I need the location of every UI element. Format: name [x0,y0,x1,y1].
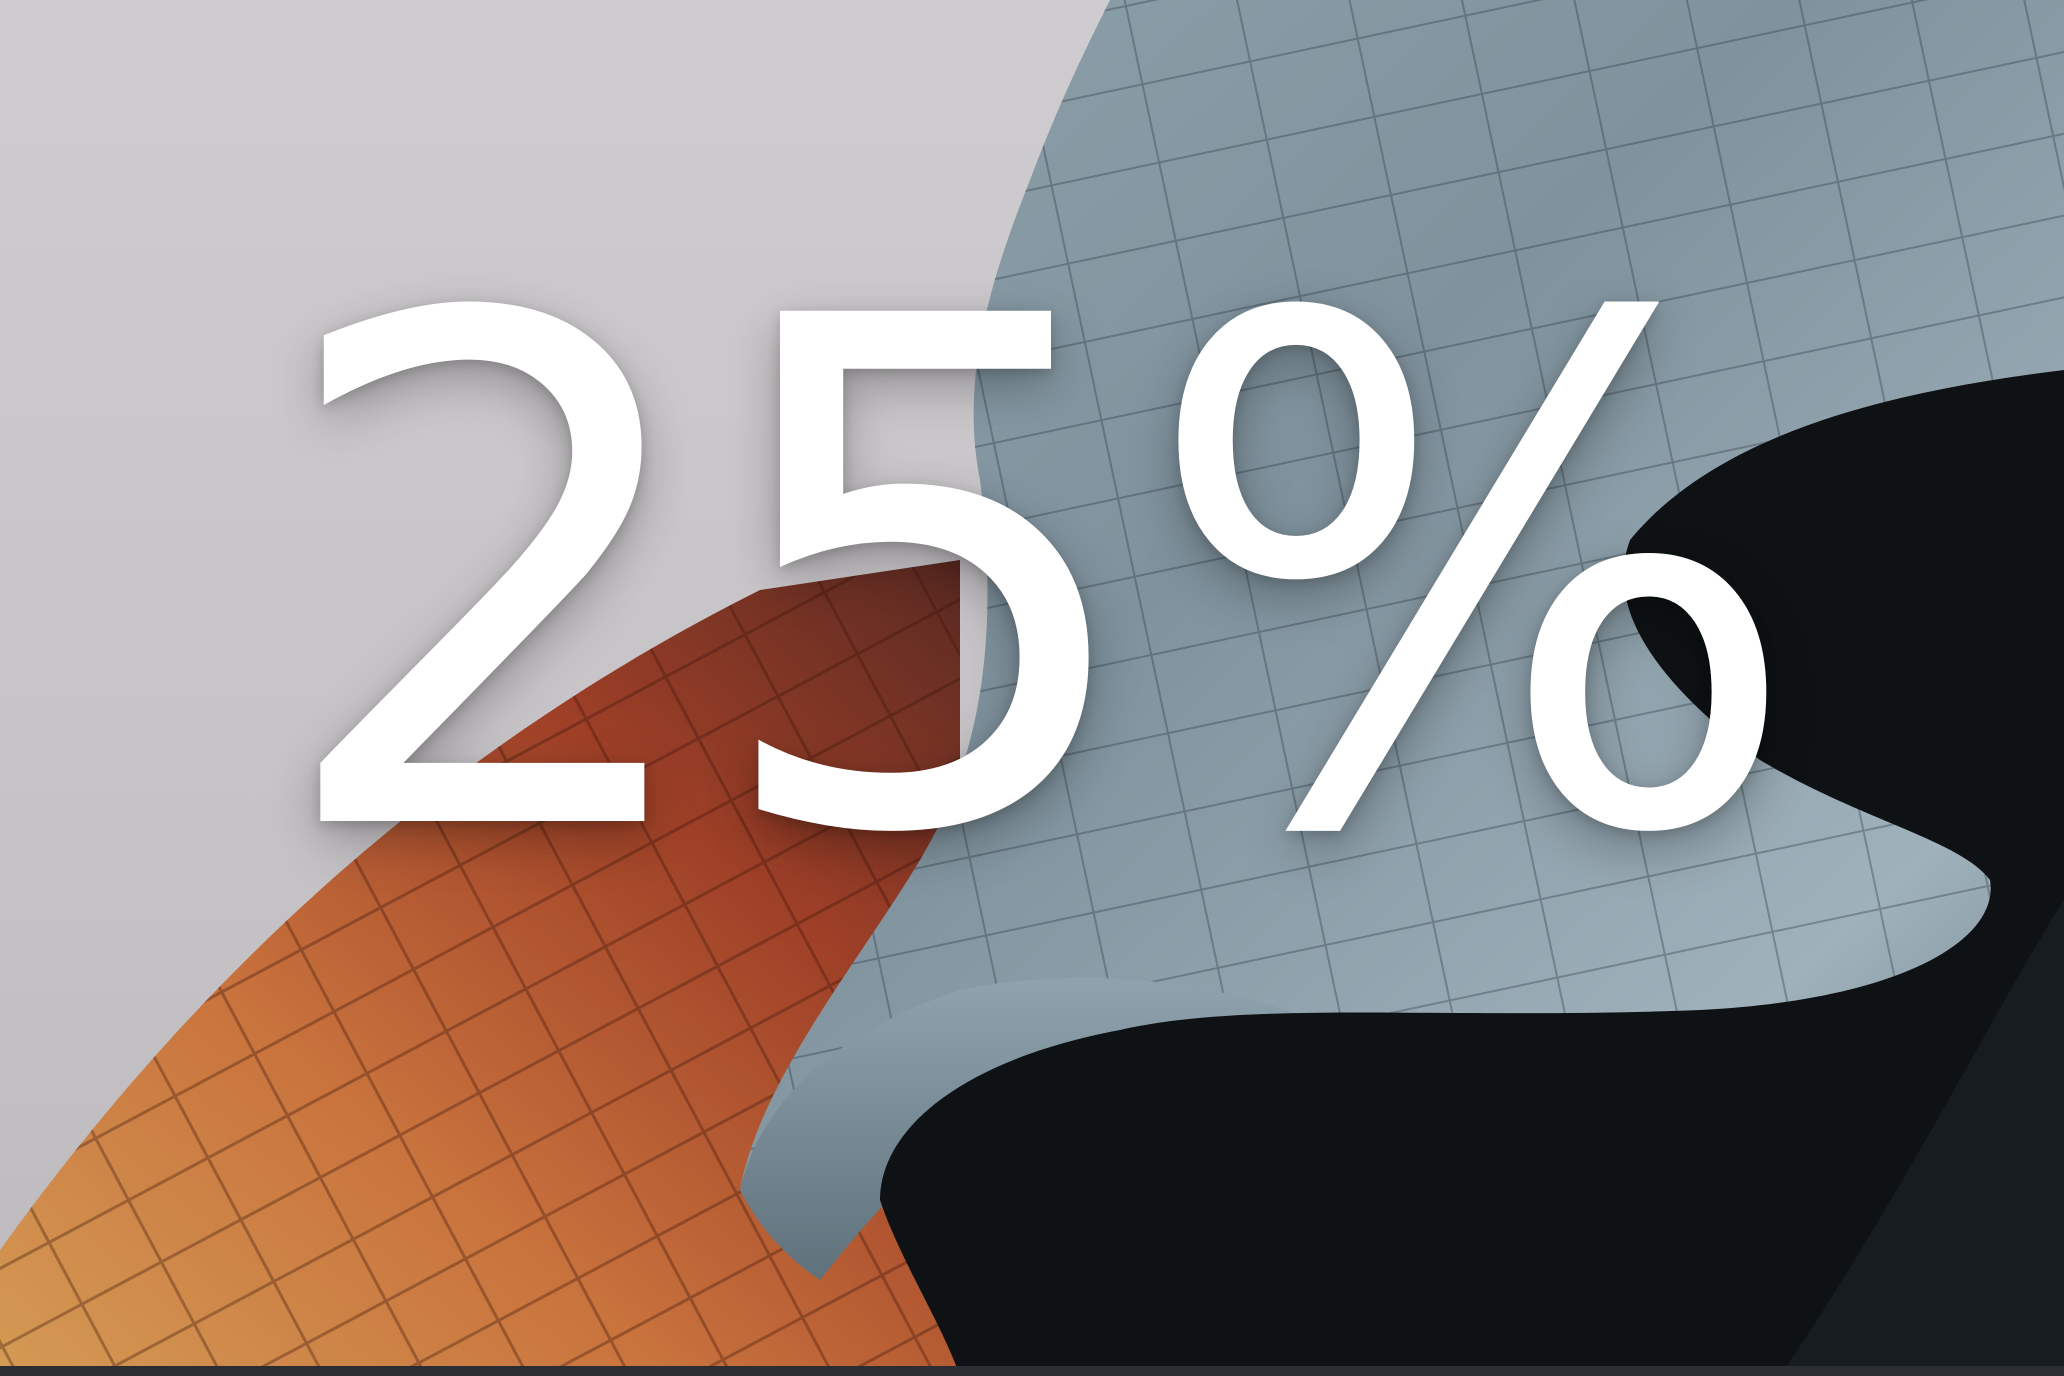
steel-flare [740,977,1330,1280]
bottom-edge [0,1366,2064,1376]
shadow-cavity [880,370,2064,1376]
headline-percentage: 25% [269,172,1805,987]
